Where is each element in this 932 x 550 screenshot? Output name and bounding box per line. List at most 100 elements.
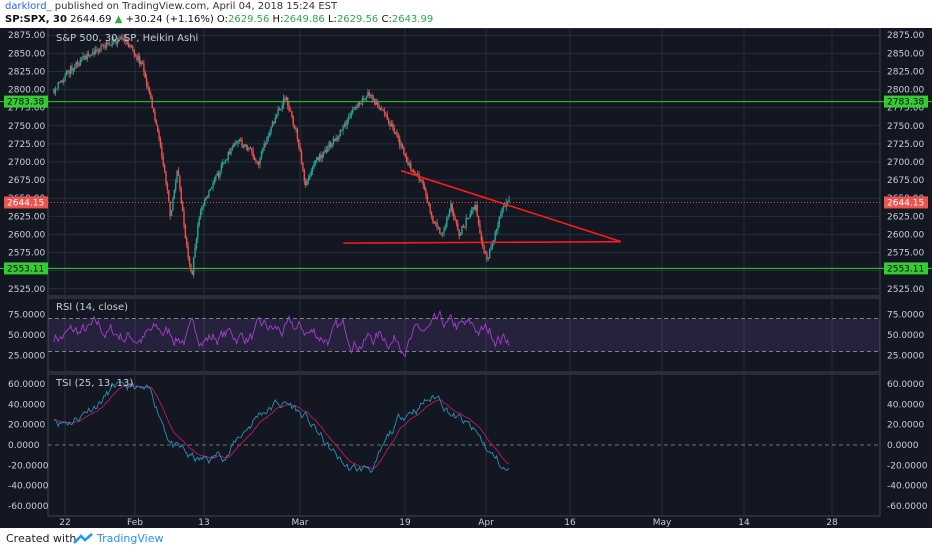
candle-body-114 (210, 187, 213, 189)
candle-body-180 (302, 163, 304, 170)
candle-body-181 (303, 169, 306, 181)
candle-body-15 (74, 67, 76, 69)
price-tick-left-6: 2725.00 (8, 140, 45, 150)
candle-body-90 (177, 170, 180, 176)
price-tick-left-2: 2825.00 (8, 67, 45, 77)
candle-body-255 (405, 156, 408, 162)
candle-body-25 (87, 53, 90, 57)
support-tag-right-1 (884, 262, 928, 275)
candle-body-21 (82, 56, 84, 59)
candle-body-289 (452, 211, 455, 217)
candle-body-220 (357, 102, 359, 108)
candle-body-293 (458, 229, 460, 236)
candle-body-214 (349, 115, 351, 119)
candle-body-81 (165, 171, 167, 184)
price-tick-left-10: 2625.00 (8, 212, 45, 222)
candle-body-325 (502, 206, 505, 209)
candle-body-190 (316, 157, 318, 161)
candle-body-63 (140, 62, 142, 65)
candle-body-161 (275, 115, 278, 118)
candle-body-238 (382, 109, 384, 111)
candle-body-310 (482, 240, 484, 247)
candle-body-322 (498, 216, 501, 225)
candle-body-128 (230, 147, 232, 154)
candle-body-95 (184, 225, 187, 238)
tsi-tick-right-5: -40.0000 (887, 482, 928, 492)
candle-body-34 (100, 45, 102, 51)
price-tick-right-6: 2725.00 (887, 140, 924, 150)
candle-body-76 (158, 132, 160, 140)
candle-body-11 (68, 70, 70, 74)
candle-body-152 (263, 143, 265, 148)
candle-body-300 (468, 218, 470, 219)
candle-body-134 (238, 139, 241, 141)
x-tick-label-4: 19 (399, 518, 411, 528)
candle-body-173 (292, 116, 294, 126)
candle-body-120 (219, 170, 221, 177)
candle-body-252 (401, 144, 404, 148)
x-tick-label-2: 13 (198, 518, 209, 528)
candle-body-277 (436, 222, 438, 228)
candle-body-301 (469, 213, 471, 219)
x-tick-label-1: Feb (127, 518, 143, 528)
tsi-tick-left-6: -60.0000 (8, 502, 49, 512)
candle-body-176 (296, 128, 299, 140)
candle-body-205 (336, 138, 339, 140)
candle-body-115 (212, 182, 214, 188)
candle-body-315 (488, 250, 491, 259)
candle-body-284 (446, 218, 448, 227)
tsi-tick-right-1: 40.0000 (887, 400, 924, 410)
candle-body-313 (486, 253, 488, 259)
candle-body-8 (64, 75, 66, 81)
candle-body-14 (72, 68, 75, 71)
candle-body-23 (85, 56, 87, 60)
tsi-tick-right-2: 20.0000 (887, 421, 924, 431)
candle-body-194 (321, 154, 323, 159)
candle-body-195 (322, 152, 325, 155)
candle-body-326 (504, 206, 506, 207)
price-tick-right-7: 2700.00 (887, 158, 924, 168)
candle-body-201 (331, 143, 333, 147)
chart-area[interactable]: 22 Feb 13 Mar 19 Apr 16 May 14 28 2875.00 2875.00 28… (0, 28, 932, 528)
tradingview-brand-link[interactable]: TradingView (97, 532, 164, 545)
candle-body-283 (444, 226, 447, 231)
candle-body-102 (194, 247, 196, 258)
quote-line: SP:SPX, 30 2644.69 ▲ +30.24 (+1.16%) O:2… (5, 14, 433, 25)
candle-body-38 (105, 42, 108, 48)
candle-body-241 (386, 114, 388, 120)
candle-body-163 (278, 108, 281, 110)
author-link[interactable]: darklord_ (5, 1, 52, 12)
candle-body-13 (71, 66, 73, 71)
candle-body-135 (240, 139, 242, 142)
candle-body-75 (157, 124, 159, 133)
candle-body-276 (435, 222, 437, 224)
candle-body-77 (159, 139, 162, 147)
candle-body-215 (350, 112, 353, 116)
up-arrow-icon: ▲ (114, 14, 123, 25)
candle-body-136 (241, 141, 243, 148)
candle-body-79 (162, 156, 164, 165)
price-tick-left-5: 2750.00 (8, 122, 45, 132)
candle-body-42 (111, 40, 113, 46)
tsi-tick-right-4: -20.0000 (887, 461, 928, 471)
candle-body-158 (271, 121, 274, 127)
candle-body-324 (501, 208, 503, 215)
price-tick-right-8: 2675.00 (887, 176, 924, 186)
candle-body-230 (371, 94, 373, 99)
candle-body-297 (464, 226, 466, 228)
candle-body-174 (293, 125, 296, 129)
candle-body-24 (86, 53, 88, 60)
candle-body-202 (332, 138, 335, 144)
candle-body-32 (97, 50, 99, 52)
candle-body-270 (426, 195, 429, 202)
price-tick-right-5: 2750.00 (887, 122, 924, 132)
candle-body-309 (480, 233, 483, 241)
x-tick-label-9: 28 (826, 518, 838, 528)
candle-body-257 (408, 163, 411, 166)
candle-body-67 (145, 78, 148, 86)
candle-body-185 (309, 175, 311, 179)
candle-body-36 (103, 45, 105, 47)
candle-body-133 (237, 140, 239, 144)
candle-body-261 (414, 172, 416, 175)
candle-body-57 (132, 46, 134, 50)
